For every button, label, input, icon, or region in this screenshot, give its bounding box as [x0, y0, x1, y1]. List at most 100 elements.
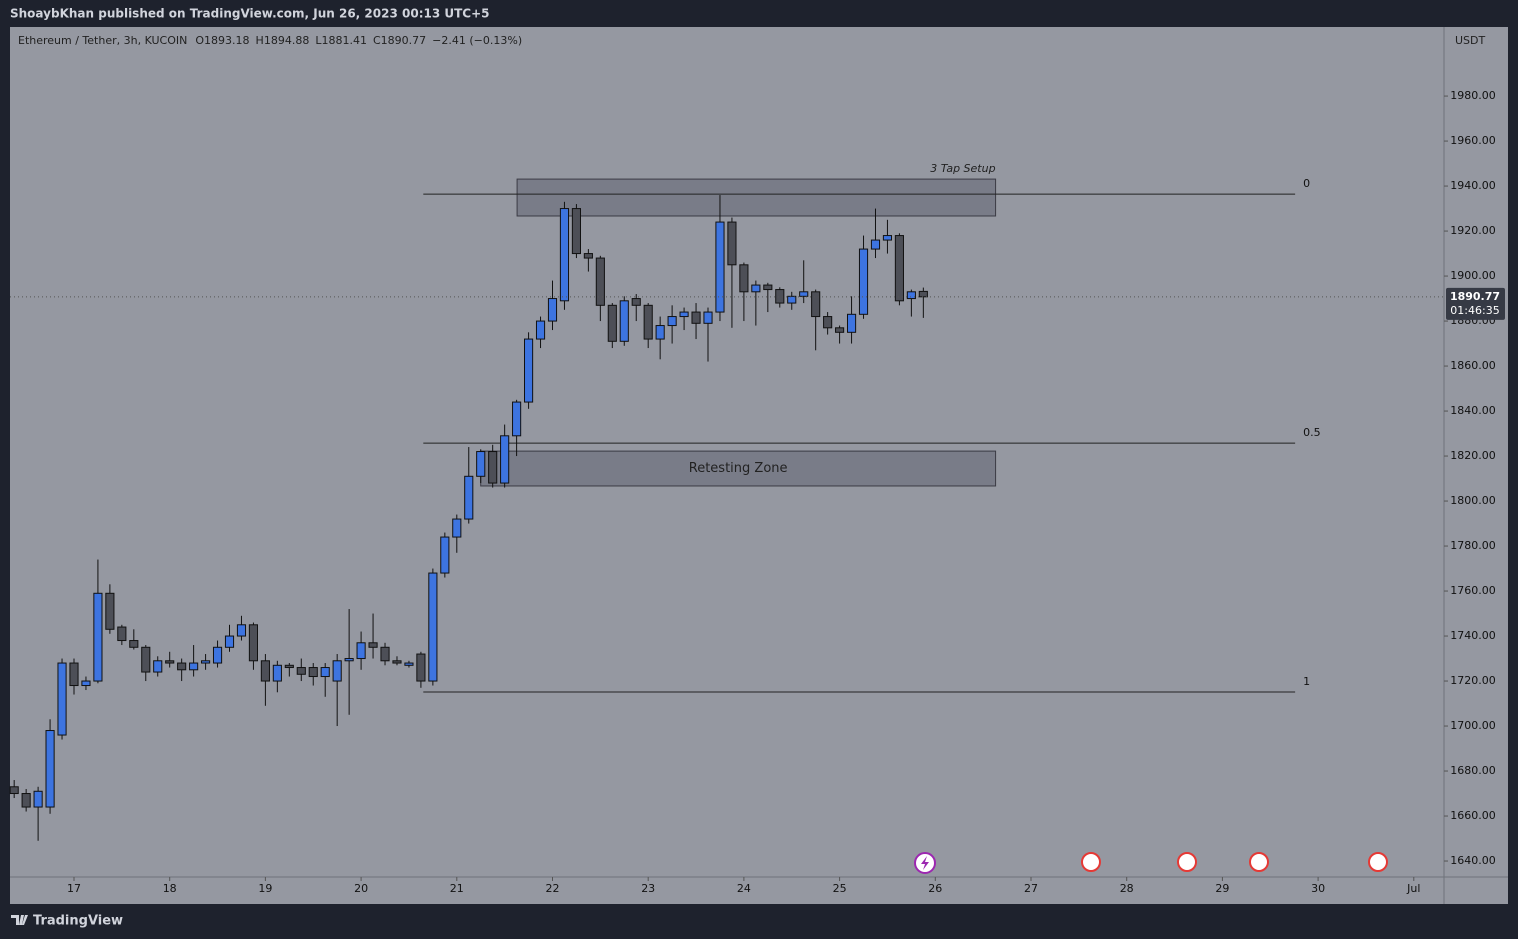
candle-body [559, 208, 570, 302]
candle-body [500, 435, 510, 484]
x-tick-label: 25 [833, 882, 847, 895]
zone-box [516, 178, 997, 217]
candle [619, 296, 629, 346]
candle-body [212, 646, 223, 664]
candle-body [667, 316, 677, 327]
candle-body [715, 221, 725, 313]
candle [715, 195, 725, 322]
candle-body [452, 518, 462, 538]
candle [308, 663, 318, 686]
legend-ohlc-value: 1894.88 [264, 34, 310, 47]
candle-body [177, 662, 187, 671]
candle-body [595, 257, 605, 306]
candle [631, 294, 641, 322]
y-tick-label: 1680.00 [1450, 764, 1496, 777]
candle [488, 444, 498, 488]
candle [571, 204, 581, 259]
candle [212, 640, 223, 668]
candle [153, 656, 163, 677]
y-tick-label: 1700.00 [1450, 719, 1496, 732]
legend: Ethereum / Tether, 3h, KUCOIN O1893.18 H18… [18, 34, 522, 47]
candle-body [201, 660, 211, 664]
candle [739, 262, 749, 322]
y-tick-label: 1840.00 [1450, 404, 1496, 417]
candle [344, 609, 354, 715]
candle [894, 233, 904, 306]
candle-body [33, 790, 43, 808]
candle [284, 663, 294, 677]
candle [248, 622, 258, 670]
legend-ohlc-key: C [373, 34, 381, 47]
candle-body [272, 664, 282, 682]
candle [464, 447, 474, 524]
candle [476, 449, 486, 484]
y-tick-label: 1960.00 [1450, 134, 1496, 147]
candle [691, 303, 701, 340]
candle [559, 201, 570, 310]
candle [129, 629, 139, 650]
candle [201, 654, 211, 670]
candle-body [631, 298, 641, 306]
legend-ohlc-value: 1893.18 [204, 34, 250, 47]
candle [870, 208, 881, 259]
candle [428, 568, 438, 686]
candle-body [248, 624, 258, 662]
candle-body [45, 730, 55, 808]
candle [356, 631, 366, 670]
y-tick-label: 1860.00 [1450, 359, 1496, 372]
y-tick-label: 1980.00 [1450, 89, 1496, 102]
zone-label: Retesting Zone [689, 461, 788, 476]
candle-body [57, 662, 67, 736]
candle [882, 219, 893, 254]
y-tick-label: 1640.00 [1450, 854, 1496, 867]
candle-body [392, 660, 402, 664]
candle-body [21, 793, 31, 808]
price-tag-value: 1890.77 [1450, 290, 1500, 303]
candle [9, 780, 19, 799]
x-tick-label: 18 [163, 882, 177, 895]
y-tick-label: 1760.00 [1450, 584, 1496, 597]
x-tick-label: 27 [1024, 882, 1038, 895]
candle [703, 307, 713, 362]
candle [332, 654, 342, 727]
candle-body [93, 592, 103, 682]
candle-body [775, 289, 785, 304]
candle [787, 291, 797, 310]
y-tick-label: 1740.00 [1450, 629, 1496, 642]
legend-change: −2.41 (−0.13%) [432, 34, 522, 47]
candle-body [105, 592, 115, 630]
candle [535, 316, 546, 349]
y-tick-label: 1900.00 [1450, 269, 1496, 282]
y-tick-label: 1800.00 [1450, 494, 1496, 507]
x-tick-label: 29 [1215, 882, 1229, 895]
candle [906, 289, 916, 317]
price-tag [1446, 287, 1505, 320]
candle [452, 514, 462, 553]
candle [69, 658, 79, 695]
candle-body [165, 660, 175, 664]
candle-body [787, 295, 797, 304]
candle-body [811, 291, 821, 318]
x-tick-label: 19 [258, 882, 272, 895]
candle-body [535, 320, 546, 340]
candle [117, 624, 127, 646]
candle [141, 645, 151, 682]
candle-body [129, 640, 139, 648]
legend-ohlc-key: L [315, 34, 322, 47]
candle [643, 303, 653, 349]
candle [547, 280, 558, 331]
x-tick-label: 28 [1120, 882, 1134, 895]
candle-body [894, 235, 904, 302]
candle [440, 532, 450, 578]
x-tick-label: 21 [450, 882, 464, 895]
candle-body [858, 248, 869, 315]
candle [811, 289, 821, 351]
candle-body [320, 667, 330, 678]
candle [607, 303, 617, 349]
candle-body [428, 572, 438, 682]
legend-ohlc-key: O [195, 34, 204, 47]
candle-body [512, 401, 522, 437]
candle-body [141, 646, 151, 673]
x-tick-label: 24 [737, 882, 751, 895]
candle [846, 296, 857, 344]
